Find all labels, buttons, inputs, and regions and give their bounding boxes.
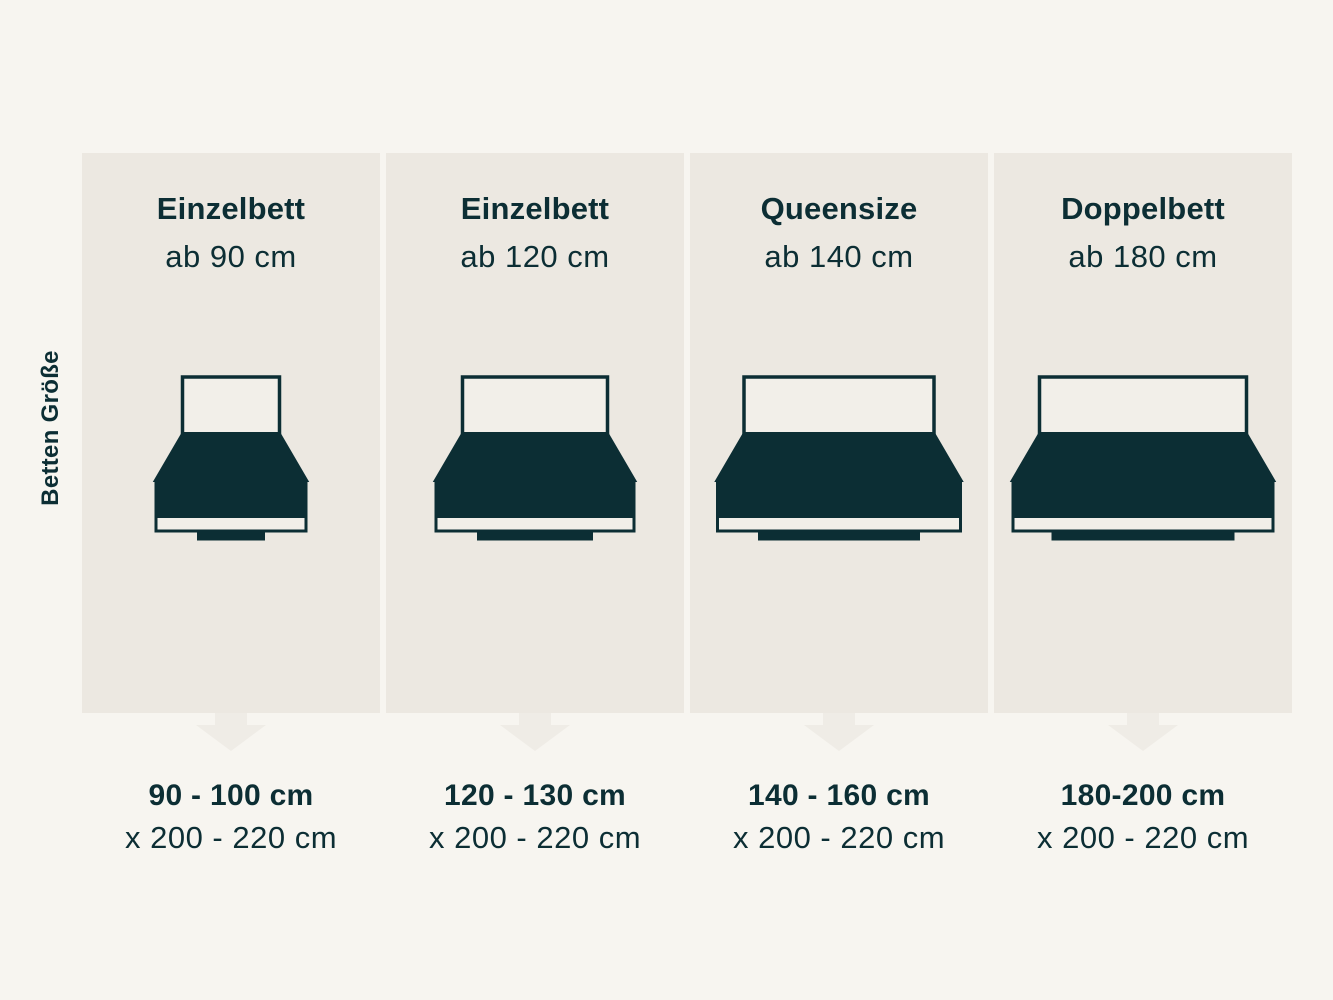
vertical-axis-label: Betten Größe (37, 350, 64, 506)
panel-queensize-140: Queensize ab 140 cm (690, 153, 988, 713)
bed-icon (152, 375, 310, 541)
dimension-label: 120 - 130 cm x 200 - 220 cm (386, 775, 684, 859)
width-range: 90 - 100 cm (148, 779, 314, 812)
size-panels: Einzelbett ab 90 cm Einzelbett ab 120 cm… (82, 153, 1292, 713)
bed-type-title: Einzelbett (156, 191, 306, 226)
width-range: 140 - 160 cm (747, 779, 931, 812)
down-arrow-icon (804, 713, 874, 751)
dimension-row: 90 - 100 cm x 200 - 220 cm 120 - 130 cm … (82, 775, 1292, 859)
dimension-label: 90 - 100 cm x 200 - 220 cm (82, 775, 380, 859)
width-range: 180-200 cm (1060, 779, 1226, 812)
bed-icon (1009, 375, 1277, 541)
panel-einzelbett-90: Einzelbett ab 90 cm (82, 153, 380, 713)
down-arrow-icon (196, 713, 266, 751)
length-range: x 200 - 220 cm (1036, 820, 1250, 855)
panel-einzelbett-120: Einzelbett ab 120 cm (386, 153, 684, 713)
dimension-label: 140 - 160 cm x 200 - 220 cm (690, 775, 988, 859)
bed-min-width-label: ab 140 cm (764, 239, 914, 274)
width-range: 120 - 130 cm (443, 779, 627, 812)
bed-icon (432, 375, 638, 541)
down-arrow-icon (1108, 713, 1178, 751)
arrow-row (82, 713, 1292, 753)
length-range: x 200 - 220 cm (124, 820, 338, 855)
panel-doppelbett-180: Doppelbett ab 180 cm (994, 153, 1292, 713)
bed-icon (714, 375, 964, 541)
down-arrow-icon (500, 713, 570, 751)
length-range: x 200 - 220 cm (428, 820, 642, 855)
bed-min-width-label: ab 90 cm (165, 239, 297, 274)
bed-type-title: Queensize (760, 191, 918, 226)
dimension-label: 180-200 cm x 200 - 220 cm (994, 775, 1292, 859)
bed-type-title: Doppelbett (1061, 191, 1225, 226)
bed-min-width-label: ab 120 cm (460, 239, 610, 274)
length-range: x 200 - 220 cm (732, 820, 946, 855)
bed-type-title: Einzelbett (460, 191, 610, 226)
bed-min-width-label: ab 180 cm (1068, 239, 1218, 274)
